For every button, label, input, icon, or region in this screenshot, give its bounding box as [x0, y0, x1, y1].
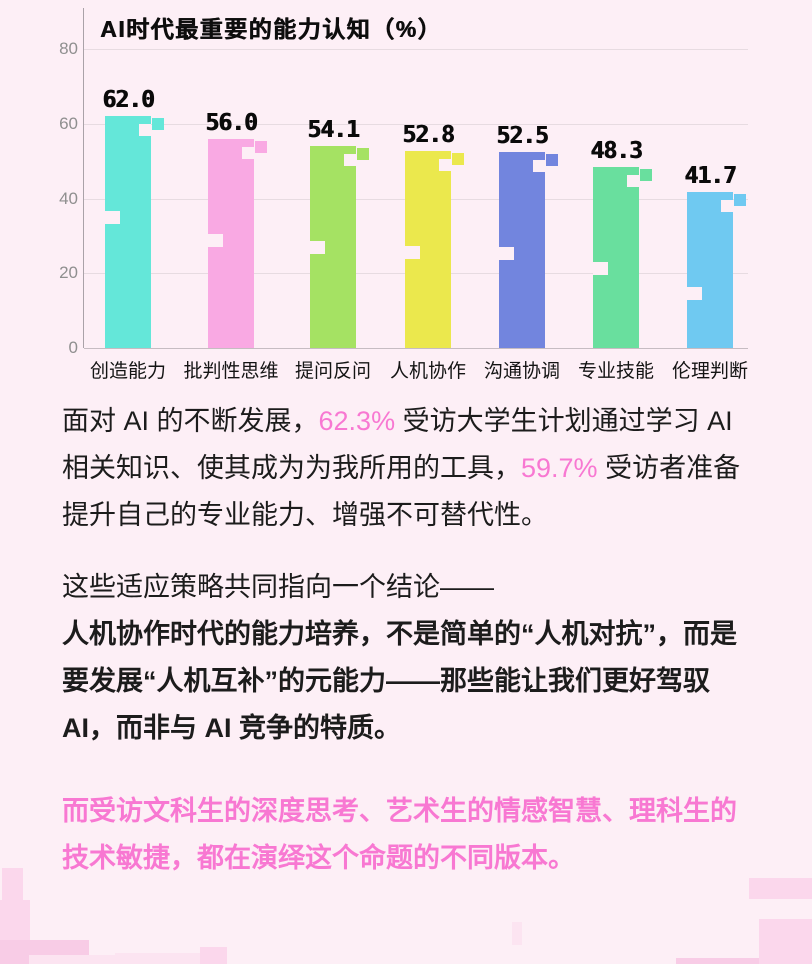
bar-notch	[593, 262, 608, 276]
bar-notch	[627, 175, 639, 188]
bar	[105, 116, 151, 348]
bar	[687, 192, 733, 348]
y-tick-label: 60	[59, 113, 78, 133]
pixel-decoration	[0, 900, 30, 941]
bar-category-label: 沟通协调	[483, 361, 560, 382]
paragraph-conclusion-bold: 人机协作时代的能力培养，不是简单的“人机对抗”，而是要发展“人机互补”的元能力—…	[62, 619, 737, 743]
bar-pixel-square	[452, 152, 464, 165]
bar-value-label: 48.3	[590, 138, 642, 165]
bar-notch	[533, 159, 545, 172]
bar-value-label: 52.5	[496, 122, 548, 149]
bar-category-label: 伦理判断	[671, 361, 748, 382]
bar-notch	[344, 153, 356, 166]
pixel-decoration	[759, 919, 812, 964]
y-tick-label: 80	[59, 39, 78, 58]
pixel-decoration	[2, 868, 23, 901]
body-text: 面对 AI 的不断发展，62.3% 受访大学生计划通过学习 AI 相关知识、使其…	[62, 398, 754, 882]
pixel-decoration	[676, 958, 759, 964]
x-axis-line	[84, 348, 748, 349]
stat-text: 受访大学生计划通过学习 AI 相关知识、使其成为为我所用的工具，	[62, 406, 733, 483]
paragraph-adaptation-stats: 面对 AI 的不断发展，62.3% 受访大学生计划通过学习 AI 相关知识、使其…	[62, 398, 754, 539]
bar-value-label: 41.7	[684, 163, 736, 190]
bar	[310, 145, 356, 348]
bar-pixel-square	[255, 140, 267, 153]
bar-notch	[721, 200, 733, 213]
bar-notch	[208, 233, 223, 247]
bar-pixel-square	[357, 147, 369, 160]
bar-chart: AI时代最重要的能力认知（%） 0 20 40 60 80 62.0 创造能力 56.0 批判性…	[0, 0, 812, 390]
stat-text: 受访者准备提升自己的专业能力、增强不可替代性。	[62, 453, 741, 530]
bar	[208, 138, 254, 348]
bar-pixel-square	[546, 153, 558, 166]
paragraph-closing-pink: 而受访文科生的深度思考、艺术生的情感智慧、理科生的技术敏捷，都在演绎这个命题的不…	[62, 796, 737, 873]
stat-highlight: 62.3%	[318, 406, 396, 436]
gridline	[84, 123, 748, 125]
bar-pixel-square	[734, 194, 746, 207]
bar	[405, 150, 451, 348]
y-tick-label: 20	[59, 263, 78, 283]
bar-category-label: 专业技能	[577, 361, 654, 382]
bar-category-label: 提问反问	[294, 361, 371, 382]
chart-title: AI时代最重要的能力认知（%）	[100, 16, 442, 42]
y-tick-label: 40	[59, 188, 78, 208]
bar-value-label: 62.0	[102, 87, 154, 114]
bar-notch	[439, 158, 451, 171]
stat-highlight: 59.7%	[521, 453, 598, 483]
bar-pixel-square	[640, 169, 652, 182]
bar-notch	[405, 245, 420, 259]
bar-notch	[499, 246, 514, 260]
bar-notch	[105, 211, 120, 225]
pixel-decoration	[512, 922, 522, 945]
paragraph-conclusion-intro: 这些适应策略共同指向一个结论——	[62, 572, 494, 602]
bar-notch	[242, 146, 254, 159]
pixel-decoration	[200, 947, 227, 964]
pixel-decoration	[29, 955, 115, 964]
pixel-decoration	[115, 953, 200, 964]
stat-text: 面对 AI 的不断发展，	[62, 406, 319, 436]
bar	[593, 167, 639, 348]
bar-category-label: 批判性思维	[183, 361, 279, 382]
bar-notch	[139, 124, 151, 137]
bar-value-label: 56.0	[205, 109, 257, 136]
bar-notch	[310, 240, 325, 254]
bar	[499, 151, 545, 348]
bar-notch	[687, 287, 702, 301]
y-axis-line	[83, 8, 84, 348]
bar-category-label: 创造能力	[89, 361, 166, 382]
y-tick-label: 0	[68, 338, 78, 357]
pixel-decoration	[749, 878, 812, 899]
bar-pixel-square	[152, 118, 164, 131]
gridline	[84, 49, 748, 50]
bar-value-label: 52.8	[402, 121, 454, 148]
bar-value-label: 54.1	[307, 116, 359, 143]
bar-category-label: 人机协作	[389, 361, 466, 382]
